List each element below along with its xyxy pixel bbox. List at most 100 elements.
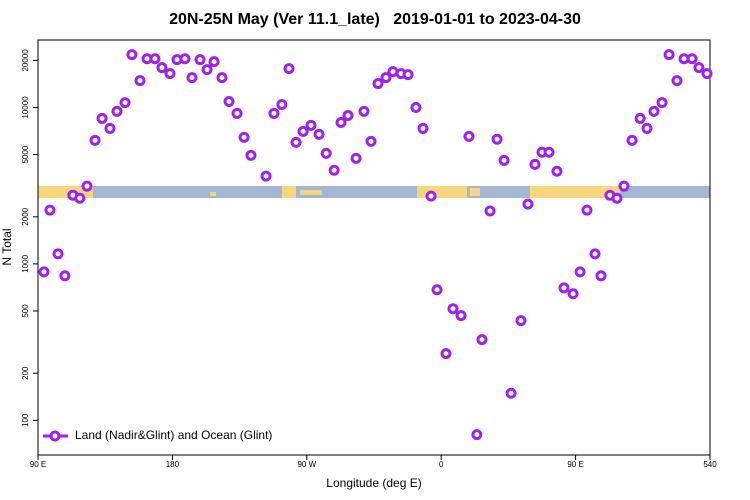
point: [216, 72, 228, 84]
point: [417, 122, 429, 134]
point: [74, 192, 86, 204]
point: [410, 101, 422, 113]
point: [260, 170, 272, 182]
point: [402, 69, 414, 81]
y-tick-label: 100: [21, 413, 30, 427]
point: [38, 266, 50, 278]
y-tick-label: 2000: [21, 207, 30, 225]
point: [104, 122, 116, 134]
point: [164, 68, 176, 80]
plot-frame: [37, 39, 711, 456]
point: [701, 68, 713, 80]
point: [551, 165, 563, 177]
point: [313, 128, 325, 140]
point: [149, 53, 161, 65]
point: [611, 192, 623, 204]
point: [111, 105, 123, 117]
point: [305, 119, 317, 131]
y-tick-label: 1000: [21, 254, 30, 272]
point: [179, 53, 191, 65]
point: [358, 105, 370, 117]
point: [476, 334, 488, 346]
point: [671, 75, 683, 87]
y-tick-label: 20000: [21, 49, 30, 72]
point: [81, 180, 93, 192]
point: [656, 97, 668, 109]
point: [283, 63, 295, 75]
point: [425, 190, 437, 202]
point: [618, 180, 630, 192]
x-tick-label: 90 W: [297, 460, 316, 469]
point: [471, 429, 483, 441]
y-tick-label: 200: [21, 366, 30, 380]
point: [558, 282, 570, 294]
point: [663, 49, 675, 61]
point: [431, 284, 443, 296]
point: [440, 348, 452, 360]
point: [290, 136, 302, 148]
point: [119, 97, 131, 109]
point: [380, 72, 392, 84]
y-tick-label: 5000: [21, 145, 30, 163]
point: [245, 149, 257, 161]
point: [543, 146, 555, 158]
point: [626, 134, 638, 146]
point: [574, 266, 586, 278]
point: [89, 134, 101, 146]
point: [186, 72, 198, 84]
legend-marker: [49, 430, 61, 442]
point: [156, 62, 168, 74]
point: [126, 49, 138, 61]
point: [372, 78, 384, 90]
point: [320, 147, 332, 159]
point: [581, 204, 593, 216]
point: [505, 387, 517, 399]
point: [491, 133, 503, 145]
point: [522, 198, 534, 210]
point: [498, 154, 510, 166]
point: [342, 109, 354, 121]
point: [268, 107, 280, 119]
point: [463, 130, 475, 142]
point: [365, 135, 377, 147]
point: [634, 112, 646, 124]
point: [194, 54, 206, 66]
point: [515, 315, 527, 327]
point: [447, 303, 459, 315]
legend-label: Land (Nadir&Glint) and Ocean (Glint): [75, 428, 272, 442]
x-tick-label: 0: [439, 460, 444, 469]
x-tick-label: 540: [703, 460, 717, 469]
point: [641, 122, 653, 134]
y-tick-label: 500: [21, 304, 30, 318]
point: [529, 158, 541, 170]
point: [52, 248, 64, 260]
point: [686, 53, 698, 65]
point: [201, 64, 213, 76]
point: [693, 62, 705, 74]
point: [134, 75, 146, 87]
point: [335, 116, 347, 128]
point: [44, 204, 56, 216]
point: [59, 270, 71, 282]
x-tick-label: 90 E: [30, 460, 46, 469]
x-axis-label: Longitude (deg E): [326, 476, 421, 490]
chart-title: 20N-25N May (Ver 11.1_late) 2019-01-01 t…: [169, 11, 581, 28]
point: [297, 125, 309, 137]
y-tick-label: 10000: [21, 96, 30, 119]
point: [350, 152, 362, 164]
point: [484, 205, 496, 217]
point: [567, 288, 579, 300]
x-tick-label: 90 E: [567, 460, 583, 469]
point: [208, 56, 220, 68]
map-strip: [38, 186, 710, 198]
point: [328, 164, 340, 176]
point: [455, 310, 467, 322]
point: [595, 270, 607, 282]
x-tick-label: 180: [166, 460, 180, 469]
point: [276, 98, 288, 110]
point: [238, 131, 250, 143]
point: [96, 112, 108, 124]
point: [223, 95, 235, 107]
point: [648, 105, 660, 117]
